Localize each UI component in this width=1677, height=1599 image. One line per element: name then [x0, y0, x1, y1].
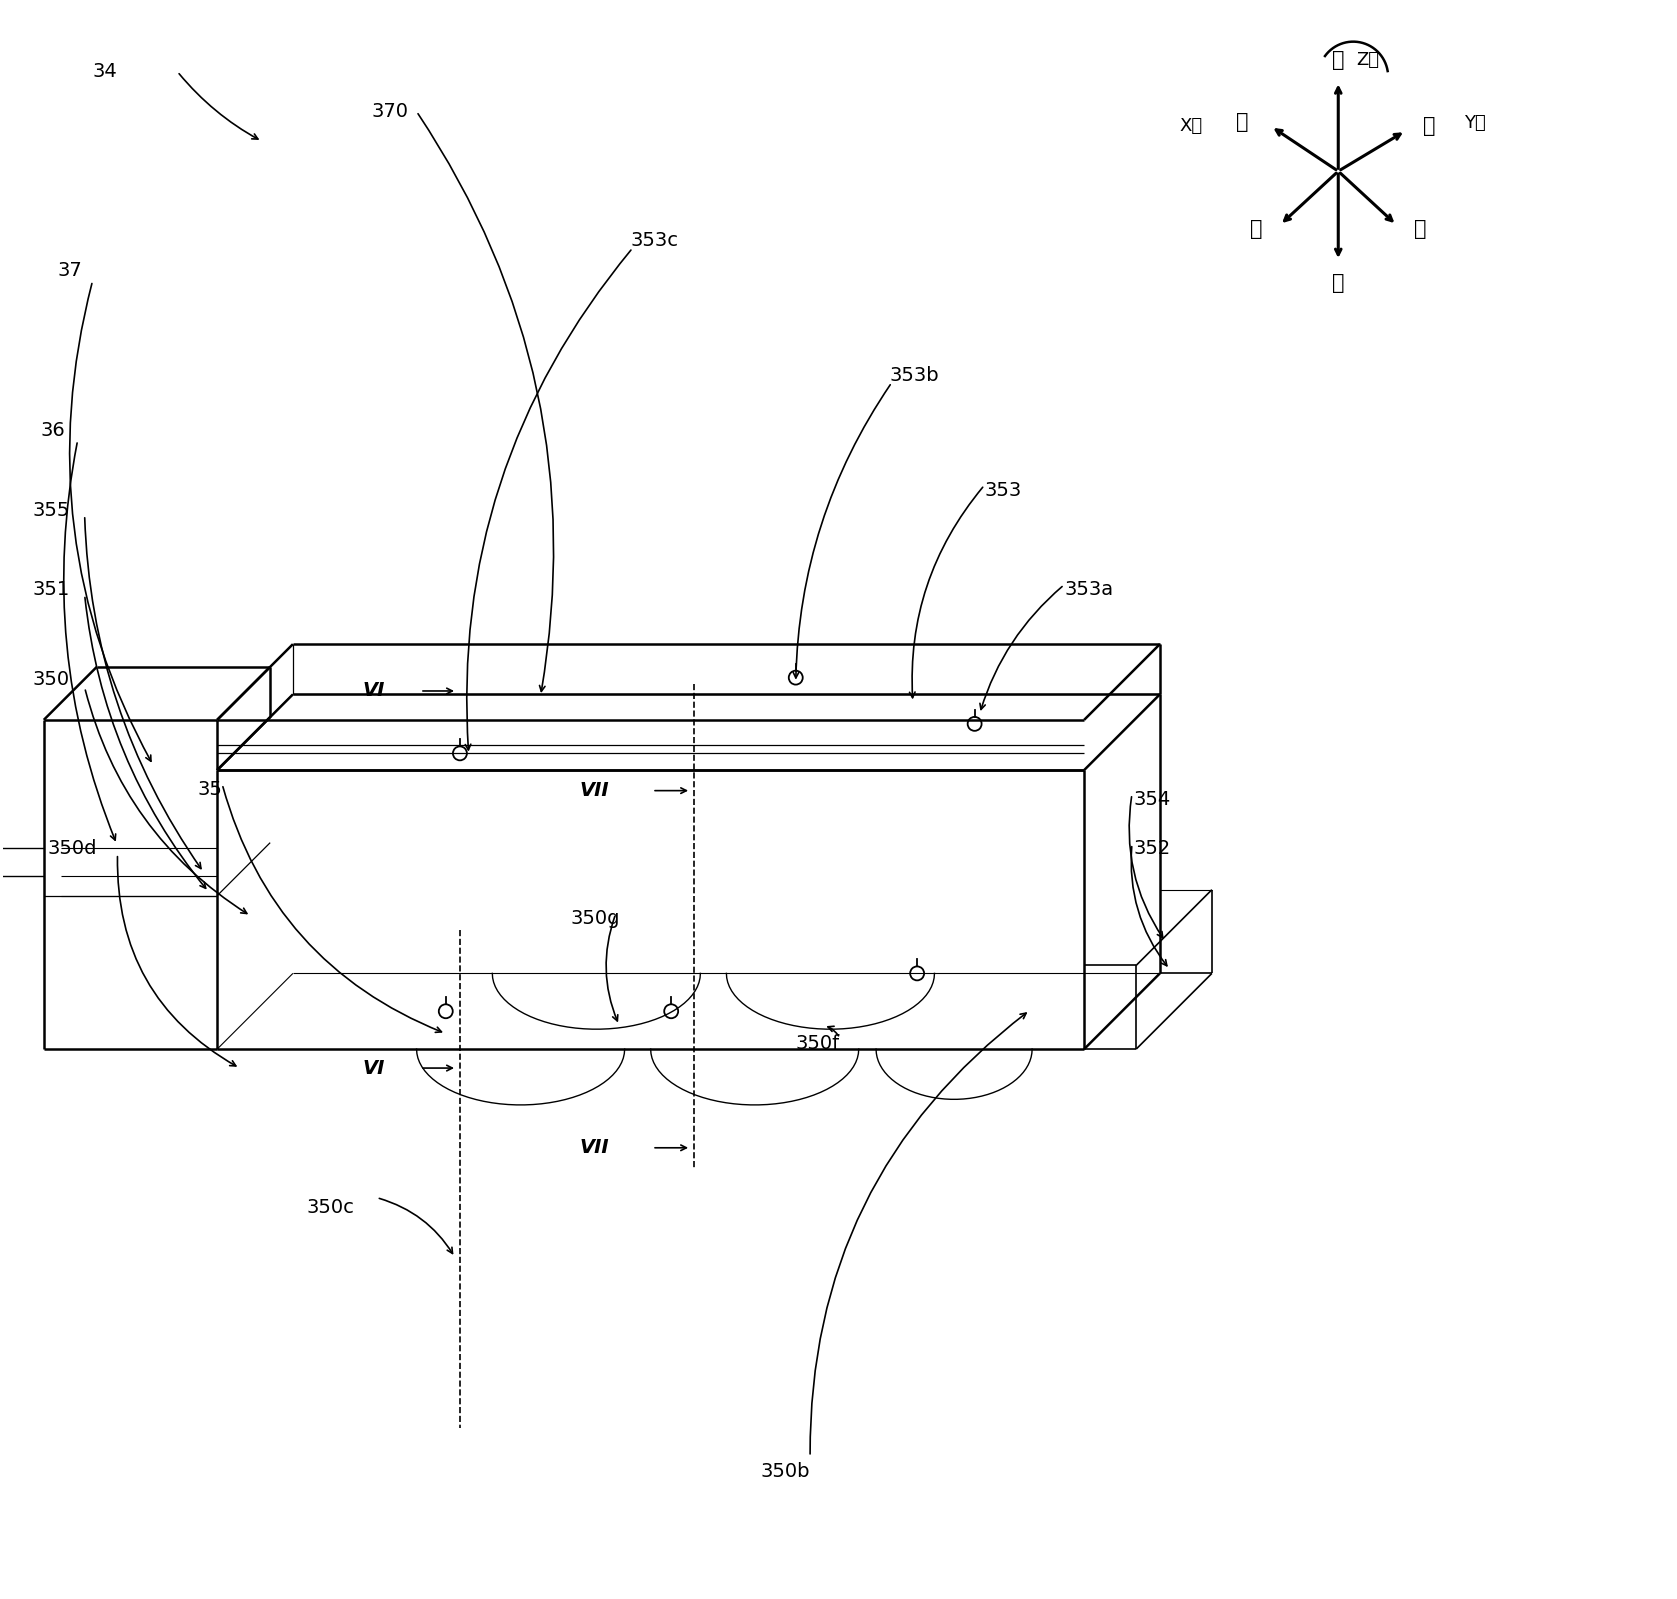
Text: 前: 前	[1249, 219, 1263, 240]
Text: VI: VI	[362, 1059, 386, 1078]
Text: X轴: X轴	[1179, 117, 1202, 136]
Text: 353: 353	[984, 481, 1021, 499]
Text: Y轴: Y轴	[1464, 114, 1486, 131]
Text: 351: 351	[34, 580, 70, 600]
Text: 350b: 350b	[760, 1461, 810, 1481]
Text: Z轴: Z轴	[1357, 51, 1378, 69]
Text: 350g: 350g	[570, 910, 620, 927]
Text: 36: 36	[40, 421, 65, 440]
Text: 353c: 353c	[631, 232, 679, 251]
Text: 右: 右	[1236, 112, 1249, 131]
Text: 左: 左	[1414, 219, 1427, 240]
Text: 34: 34	[92, 62, 117, 82]
Text: 370: 370	[372, 102, 409, 122]
Text: 353a: 353a	[1065, 580, 1114, 600]
Text: 上: 上	[1332, 50, 1345, 70]
Text: 350f: 350f	[795, 1033, 838, 1052]
Text: 355: 355	[34, 500, 70, 520]
Text: 350: 350	[34, 670, 70, 689]
Text: 35: 35	[198, 780, 221, 798]
Text: 后: 后	[1424, 117, 1436, 136]
Text: VII: VII	[580, 782, 609, 800]
Text: VI: VI	[362, 681, 386, 700]
Text: 353b: 353b	[890, 366, 939, 385]
Text: 350d: 350d	[47, 839, 97, 859]
Text: 352: 352	[1134, 839, 1171, 859]
Text: 354: 354	[1134, 790, 1171, 809]
Text: 下: 下	[1332, 273, 1345, 293]
Text: 350c: 350c	[307, 1198, 356, 1217]
Text: VII: VII	[580, 1138, 609, 1158]
Text: 37: 37	[57, 261, 82, 280]
